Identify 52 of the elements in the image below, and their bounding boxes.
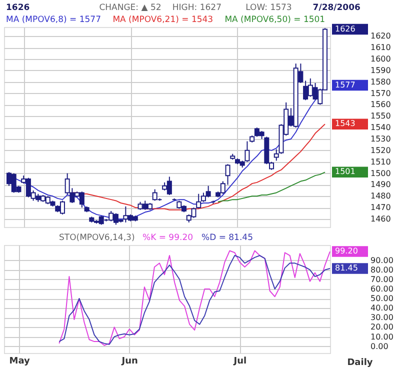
text: LOW: 1573 (246, 3, 292, 13)
y-tick-label: 1610 (370, 43, 391, 52)
text: 7/28/2006 (312, 3, 360, 13)
candlestick (152, 188, 158, 202)
y-tick-label: 1490 (370, 180, 391, 190)
y-tick-label: 40.00 (370, 304, 394, 313)
data-label: 1501 (335, 167, 356, 176)
text: %K = 99.20 (142, 233, 194, 243)
x-tick-label: May (9, 356, 30, 366)
y-tick-label: 1560 (370, 100, 391, 110)
y-tick-label: 1590 (370, 66, 391, 75)
text: HIGH: 1627 (172, 3, 222, 13)
y-tick-label: 1570 (370, 88, 391, 98)
y-tick-label: 1580 (370, 77, 391, 86)
y-tick-label: 80.00 (370, 265, 394, 274)
y-tick-label: 1530 (370, 134, 391, 144)
y-tick-label: 1500 (370, 168, 391, 178)
x-tick-label: Jul (232, 356, 247, 366)
y-tick-label: 60.00 (370, 284, 394, 294)
text: MA (MPOV6,8) = 1577 (6, 15, 101, 25)
text: MA (MPOV6,21) = 1543 (112, 15, 214, 25)
y-tick-label: 0.00 (370, 342, 388, 351)
y-tick-label: 1460 (370, 214, 391, 224)
series-label: %D = 81.45 (202, 233, 253, 243)
y-tick-label: 50.00 (370, 294, 394, 304)
y-tick-label: 1520 (370, 146, 391, 155)
y-tick-label: 1540 (370, 123, 391, 132)
data-label: 99.20 (335, 246, 358, 256)
y-tick-label: 1620 (370, 32, 391, 41)
data-label: 81.45 (335, 263, 358, 272)
y-tick-label: 10.00 (370, 332, 394, 342)
y-tick-label: 1480 (370, 192, 391, 201)
text: CHANGE: ▲ 52 (99, 3, 162, 13)
y-tick-label: 90.00 (370, 256, 394, 265)
y-tick-label: 30.00 (370, 313, 394, 322)
x-tick-label: Jun (120, 356, 138, 366)
y-tick-label: 1550 (370, 112, 391, 121)
text: 1626 (335, 24, 356, 34)
data-label: 1577 (335, 80, 356, 90)
chart-title: STO(MPOV6,14,3) (59, 233, 135, 243)
y-tick-label: 1600 (370, 54, 391, 64)
text: Daily (347, 358, 373, 368)
candlestick (196, 193, 202, 210)
candlestick (225, 164, 230, 186)
line-series (218, 172, 326, 202)
y-tick-label: 1470 (370, 203, 391, 212)
data-label: 1543 (335, 119, 356, 128)
y-tick-label: 70.00 (370, 274, 394, 284)
y-tick-label: 1510 (370, 157, 391, 166)
text: 1626 (6, 3, 30, 13)
y-tick-label: 20.00 (370, 322, 394, 332)
text: MA (MPOV6,50) = 1501 (224, 15, 326, 25)
